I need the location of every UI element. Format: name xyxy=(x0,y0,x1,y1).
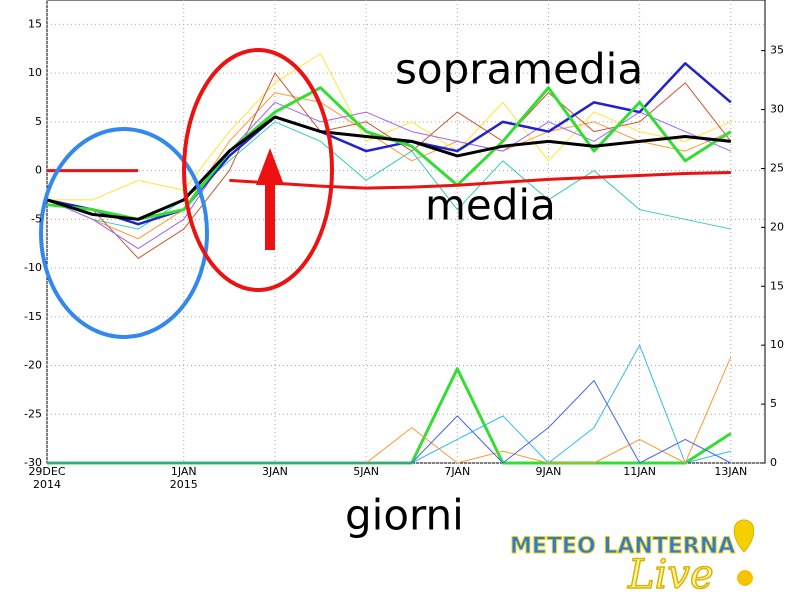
y2-tick-label: 30 xyxy=(770,103,784,116)
y-tick-label: 15 xyxy=(28,17,42,30)
y-tick-label: -30 xyxy=(24,456,42,469)
x-tick-year: 2015 xyxy=(170,478,198,491)
logo-sun xyxy=(737,570,753,586)
series-line xyxy=(47,53,732,201)
warm-ellipse xyxy=(182,48,334,292)
series-line xyxy=(47,169,731,190)
series-line xyxy=(47,380,732,464)
x-tick-label: 7JAN xyxy=(444,465,470,478)
series-line xyxy=(47,356,732,464)
y-tick-label: -10 xyxy=(24,261,42,274)
x-tick-label: 13JAN xyxy=(714,465,747,478)
y-tick-label: -5 xyxy=(31,212,42,225)
y2-tick-label: 0 xyxy=(770,456,777,469)
series-line xyxy=(47,367,732,465)
x-tick-year: 2014 xyxy=(33,478,61,491)
y-tick-label: -25 xyxy=(24,407,42,420)
logo-pin xyxy=(733,519,755,553)
x-tick-label: 3JAN xyxy=(262,465,288,478)
y2-tick-label: 20 xyxy=(770,220,784,233)
annotation: media xyxy=(425,181,556,230)
y2-tick-label: 35 xyxy=(770,44,784,57)
y-tick-label: -15 xyxy=(24,310,42,323)
x-tick-label: 29DEC xyxy=(28,465,65,478)
x-tick-label: 11JAN xyxy=(623,465,656,478)
x-tick-label: 9JAN xyxy=(536,465,562,478)
y2-tick-label: 25 xyxy=(770,161,784,174)
cold-ellipse xyxy=(39,127,209,339)
series-line xyxy=(46,115,731,221)
annotation: sopramedia xyxy=(395,45,643,94)
x-tick-label: 1JAN xyxy=(171,465,197,478)
y-tick-label: 0 xyxy=(35,164,42,177)
plot-layer xyxy=(46,0,765,465)
y2-tick-label: 15 xyxy=(770,279,784,292)
y2-tick-label: 10 xyxy=(770,338,784,351)
logo-name: METEO LANTERNA xyxy=(510,534,735,559)
logo-tag: Live xyxy=(627,552,714,598)
annotation: giorni xyxy=(345,491,464,540)
x-tick-label: 5JAN xyxy=(353,465,379,478)
arrow xyxy=(256,148,284,250)
y2-tick-label: 5 xyxy=(770,397,777,410)
y-tick-label: -20 xyxy=(24,359,42,372)
y-tick-label: 10 xyxy=(28,66,42,79)
y-tick-label: 5 xyxy=(35,115,42,128)
series-line xyxy=(46,62,732,226)
